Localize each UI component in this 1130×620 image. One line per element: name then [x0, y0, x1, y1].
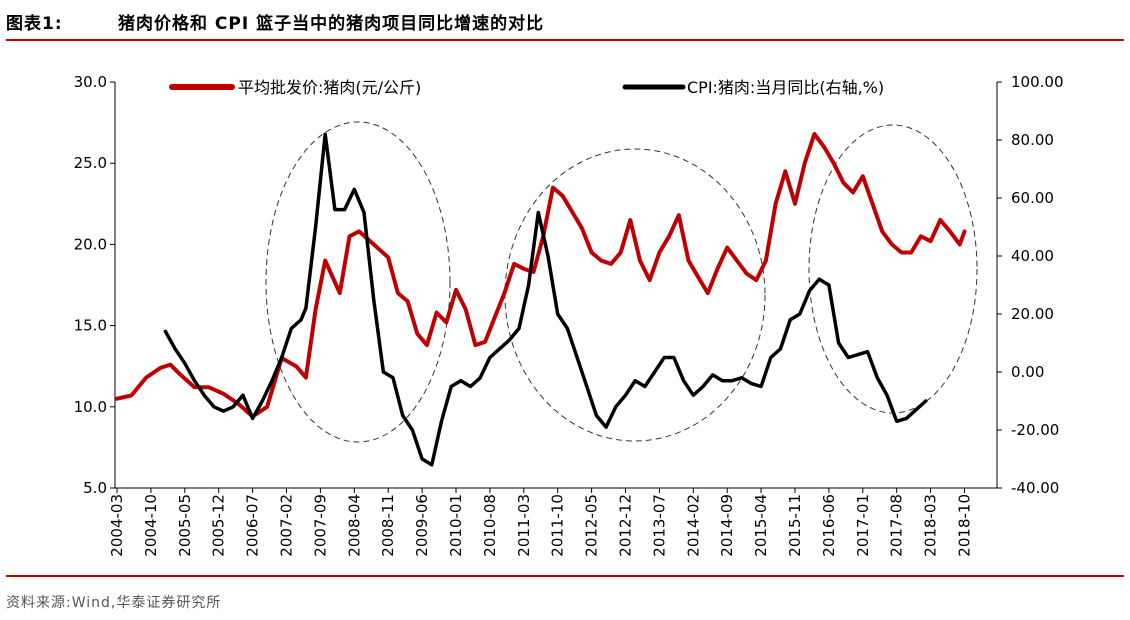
right-axis-tick-label: -20.00 [1011, 421, 1059, 439]
right-axis-tick-label: 80.00 [1011, 131, 1054, 149]
x-axis-tick-label: 2005-12 [210, 494, 228, 557]
figure-label: 图表1: [6, 14, 63, 34]
x-axis-tick-label: 2013-07 [650, 494, 668, 557]
footer-rule [6, 575, 1124, 577]
cycle-ellipse [265, 121, 451, 443]
x-axis-tick-label: 2015-04 [752, 494, 770, 557]
price-series-line [115, 132, 967, 419]
x-axis-tick-label: 2008-04 [345, 494, 363, 557]
figure-title: 猪肉价格和 CPI 篮子当中的猪肉项目同比增速的对比 [118, 14, 545, 34]
right-axis-tick-label: 40.00 [1011, 247, 1054, 265]
legend-label-cpi: CPI:猪肉:当月同比(右轴,%) [687, 78, 884, 97]
x-axis-tick-label: 2010-08 [481, 494, 499, 557]
left-axis-tick-label: 30.0 [74, 73, 107, 91]
chart: 30.0 25.0 20.0 15.0 10.0 5.0 100.00 80.00 60.00 4… [74, 73, 1064, 557]
cpi-series-line [163, 132, 928, 467]
x-axis-tick-label: 2018-10 [956, 494, 974, 557]
right-axis-tick-label: 100.00 [1011, 73, 1064, 91]
header-rule [6, 39, 1124, 41]
cycle-ellipse [504, 148, 766, 442]
right-axis-tick-label: 0.00 [1011, 363, 1044, 381]
x-axis-tick-label: 2008-11 [379, 494, 397, 557]
left-axis-tick-label: 15.0 [74, 317, 107, 335]
x-axis-tick-label: 2011-03 [515, 494, 533, 557]
right-axis-tick-label: 60.00 [1011, 189, 1054, 207]
x-axis-tick-label: 2017-01 [854, 494, 872, 557]
x-axis-tick-label: 2014-09 [718, 494, 736, 557]
x-axis-tick-label: 2012-05 [583, 494, 601, 557]
x-axis-tick-label: 2014-02 [684, 494, 702, 557]
x-axis-tick-label: 2018-03 [922, 494, 940, 557]
x-axis-tick-label: 2012-12 [617, 494, 635, 557]
x-axis-tick-label: 2007-02 [278, 494, 296, 557]
legend-label-price: 平均批发价:猪肉(元/公斤) [238, 78, 421, 97]
x-axis-tick-label: 2015-11 [786, 494, 804, 557]
left-axis-tick-label: 20.0 [74, 235, 107, 253]
figure-header: 图表1: 猪肉价格和 CPI 篮子当中的猪肉项目同比增速的对比 [0, 0, 1130, 40]
x-axis-tick-label: 2017-08 [888, 494, 906, 557]
left-axis-tick-label: 5.0 [83, 479, 107, 497]
x-axis-tick-label: 2007-09 [311, 494, 329, 557]
right-axis-tick-label: -40.00 [1011, 479, 1059, 497]
x-axis-tick-label: 2016-06 [820, 494, 838, 557]
left-axis-tick-label: 25.0 [74, 154, 107, 172]
x-axis-tick-label: 2009-06 [413, 494, 431, 557]
source-note: 资料来源:Wind,华泰证券研究所 [6, 595, 222, 611]
x-axis-tick-label: 2010-01 [447, 494, 465, 557]
right-axis-tick-label: 20.00 [1011, 305, 1054, 323]
x-axis-tick-label: 2004-03 [108, 494, 126, 557]
x-axis-tick-label: 2004-10 [142, 494, 160, 557]
x-axis-tick-label: 2006-07 [244, 494, 262, 557]
x-axis-tick-label: 2005-05 [176, 494, 194, 557]
left-axis-tick-label: 10.0 [74, 398, 107, 416]
x-axis-tick-label: 2011-10 [549, 494, 567, 557]
